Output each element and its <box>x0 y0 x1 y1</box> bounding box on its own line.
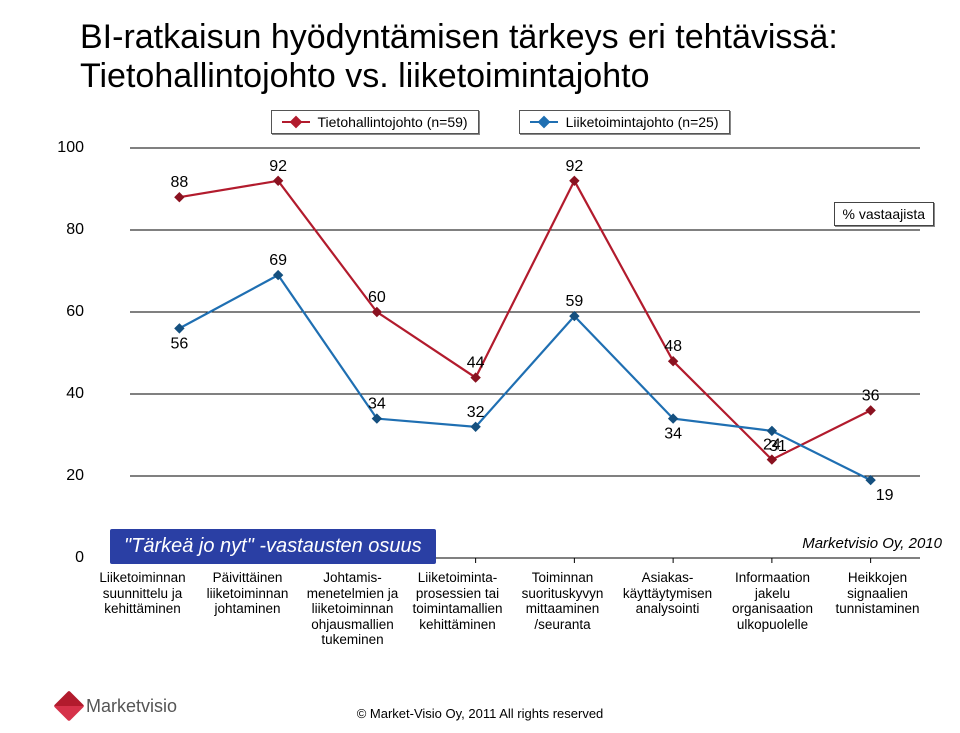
y-tick-label: 100 <box>44 139 84 157</box>
svg-text:60: 60 <box>368 289 386 306</box>
y-tick-label: 40 <box>44 385 84 403</box>
x-axis-label: Informaation jakelu organisaation ulkopu… <box>720 570 825 648</box>
slide-title: BI-ratkaisun hyödyntämisen tärkeys eri t… <box>80 18 920 96</box>
svg-text:44: 44 <box>467 355 485 372</box>
slide: BI-ratkaisun hyödyntämisen tärkeys eri t… <box>0 0 960 733</box>
legend-item: Tietohallintojohto (n=59) <box>271 110 479 134</box>
y-tick-label: 0 <box>44 549 84 567</box>
legend-label: Tietohallintojohto (n=59) <box>318 114 468 130</box>
svg-text:48: 48 <box>664 338 682 355</box>
footer-copyright: © Market-Visio Oy, 2011 All rights reser… <box>0 706 960 721</box>
line-chart: 020406080100 % vastaajista 8892604492482… <box>90 140 930 570</box>
svg-text:69: 69 <box>269 252 287 269</box>
svg-text:19: 19 <box>876 487 894 504</box>
legend-item: Liiketoimintajohto (n=25) <box>519 110 730 134</box>
svg-text:36: 36 <box>862 388 880 405</box>
x-axis-label: Asiakas- käyttäytymisen analysointi <box>615 570 720 648</box>
x-axis-label: Päivittäinen liiketoiminnan johtaminen <box>195 570 300 648</box>
x-axis-label: Liiketoiminta- prosessien tai toimintama… <box>405 570 510 648</box>
y-tick-label: 60 <box>44 303 84 321</box>
svg-text:32: 32 <box>467 404 485 421</box>
source-text: Marketvisio Oy, 2010 <box>802 535 942 552</box>
svg-text:88: 88 <box>170 174 188 191</box>
svg-text:59: 59 <box>565 293 583 310</box>
legend-label: Liiketoimintajohto (n=25) <box>566 114 719 130</box>
svg-text:31: 31 <box>769 438 787 455</box>
svg-text:34: 34 <box>664 426 682 443</box>
chart-svg: 88926044924824365669343259343119 <box>90 140 930 570</box>
chart-legend: Tietohallintojohto (n=59) Liiketoimintaj… <box>80 110 920 134</box>
svg-text:92: 92 <box>269 158 287 175</box>
svg-text:56: 56 <box>170 336 188 353</box>
x-axis-label: Johtamis- menetelmien ja liiketoiminnan … <box>300 570 405 648</box>
y-tick-label: 20 <box>44 467 84 485</box>
x-axis-labels: Liiketoiminnan suunnittelu ja kehittämin… <box>90 570 930 648</box>
svg-text:34: 34 <box>368 396 386 413</box>
svg-text:92: 92 <box>565 158 583 175</box>
x-axis-label: Toiminnan suorituskyvyn mittaaminen /seu… <box>510 570 615 648</box>
callout-box: "Tärkeä jo nyt" -vastausten osuus <box>110 529 436 564</box>
x-axis-label: Liiketoiminnan suunnittelu ja kehittämin… <box>90 570 195 648</box>
y-tick-label: 80 <box>44 221 84 239</box>
x-axis-label: Heikkojen signaalien tunnistaminen <box>825 570 930 648</box>
